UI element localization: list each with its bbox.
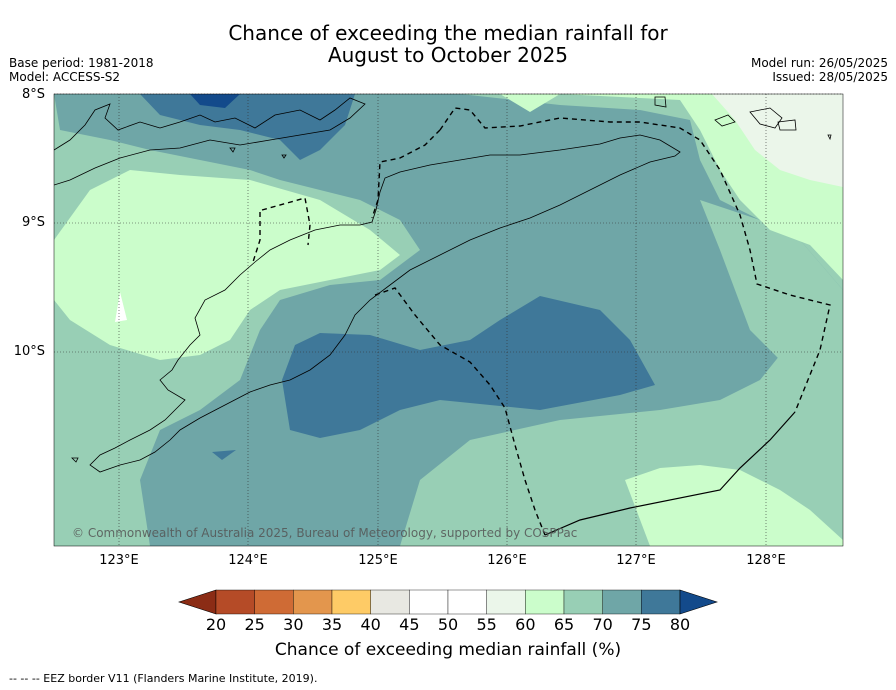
model-run-label: Model run: 26/05/2025 [750, 56, 888, 70]
colorbar-tick-50: 50 [437, 615, 459, 634]
colorbar-tick-45: 45 [399, 615, 420, 634]
base-period-label: Base period: 1981-2018 [9, 56, 154, 70]
lat-label-8s: 8°S [21, 87, 45, 102]
lat-label-9s: 9°S [21, 215, 45, 230]
colorbar-arrow-low [178, 589, 217, 615]
colorbar-segment-25-30 [254, 589, 294, 615]
colorbar-tick-65: 65 [553, 615, 575, 634]
colorbar-segment-35-40 [331, 589, 371, 615]
lon-label-127e: 127°E [616, 553, 656, 568]
colorbar-title: Chance of exceeding median rainfall (%) [274, 640, 622, 660]
model-label: Model: ACCESS-S2 [9, 70, 121, 84]
colorbar-tick-20: 20 [205, 615, 227, 634]
colorbar-tick-25: 25 [244, 615, 265, 634]
colorbar-tick-80: 80 [669, 615, 691, 634]
contour-55-60-northeast [712, 94, 843, 187]
colorbar-segment-55-60 [486, 589, 526, 615]
colorbar-segment-40-45 [370, 589, 410, 615]
contour-75-80-central [282, 296, 655, 438]
contour-65-70-east [700, 200, 843, 360]
lon-label-123e: 123°E [99, 553, 139, 568]
lon-label-126e: 126°E [487, 553, 527, 568]
colorbar-tick-40: 40 [360, 615, 381, 634]
contour-60-65-west [54, 170, 400, 360]
colorbar-segment-30-35 [293, 589, 333, 615]
contour-60-65-southeast [625, 465, 843, 546]
map-title-line1: Chance of exceeding the median rainfall … [228, 21, 668, 45]
eez-border [252, 107, 831, 536]
eez-border-solid [544, 411, 796, 536]
issued-label: Issued: 28/05/2025 [772, 70, 888, 84]
colorbar-segment-45-50 [409, 589, 449, 615]
colorbar-segment-60-65 [525, 589, 565, 615]
colorbar-tick-70: 70 [592, 615, 613, 634]
colorbar-segment-75-80 [641, 589, 681, 615]
colorbar-segment-70-75 [602, 589, 642, 615]
map-frame [53, 93, 844, 547]
lat-label-10s: 10°S [13, 344, 45, 359]
colorbar-arrow-high [679, 589, 718, 615]
colorbar [178, 589, 718, 615]
colorbar-tick-55: 55 [476, 615, 497, 634]
contour-45-50 [115, 292, 127, 322]
contour-80-plus [190, 94, 240, 108]
eez-footer-note: -- -- -- EEZ border V11 (Flanders Marine… [9, 672, 318, 685]
colorbar-segment-20-25 [215, 589, 255, 615]
lon-label-124e: 124°E [228, 553, 268, 568]
colorbar-tick-30: 30 [283, 615, 304, 634]
colorbar-tick-35: 35 [321, 615, 343, 634]
map-title-line2: August to October 2025 [327, 43, 569, 67]
colorbar-tick-75: 75 [631, 615, 652, 634]
colorbar-segment-65-70 [563, 589, 603, 615]
lon-label-128e: 128°E [746, 553, 786, 568]
contour-75-80-small [212, 450, 236, 460]
copyright-notice: © Commonwealth of Australia 2025, Bureau… [72, 526, 578, 540]
colorbar-segment-50-55 [447, 589, 487, 615]
coastlines [54, 96, 832, 473]
colorbar-tick-60: 60 [515, 615, 536, 634]
lon-label-125e: 125°E [358, 553, 398, 568]
